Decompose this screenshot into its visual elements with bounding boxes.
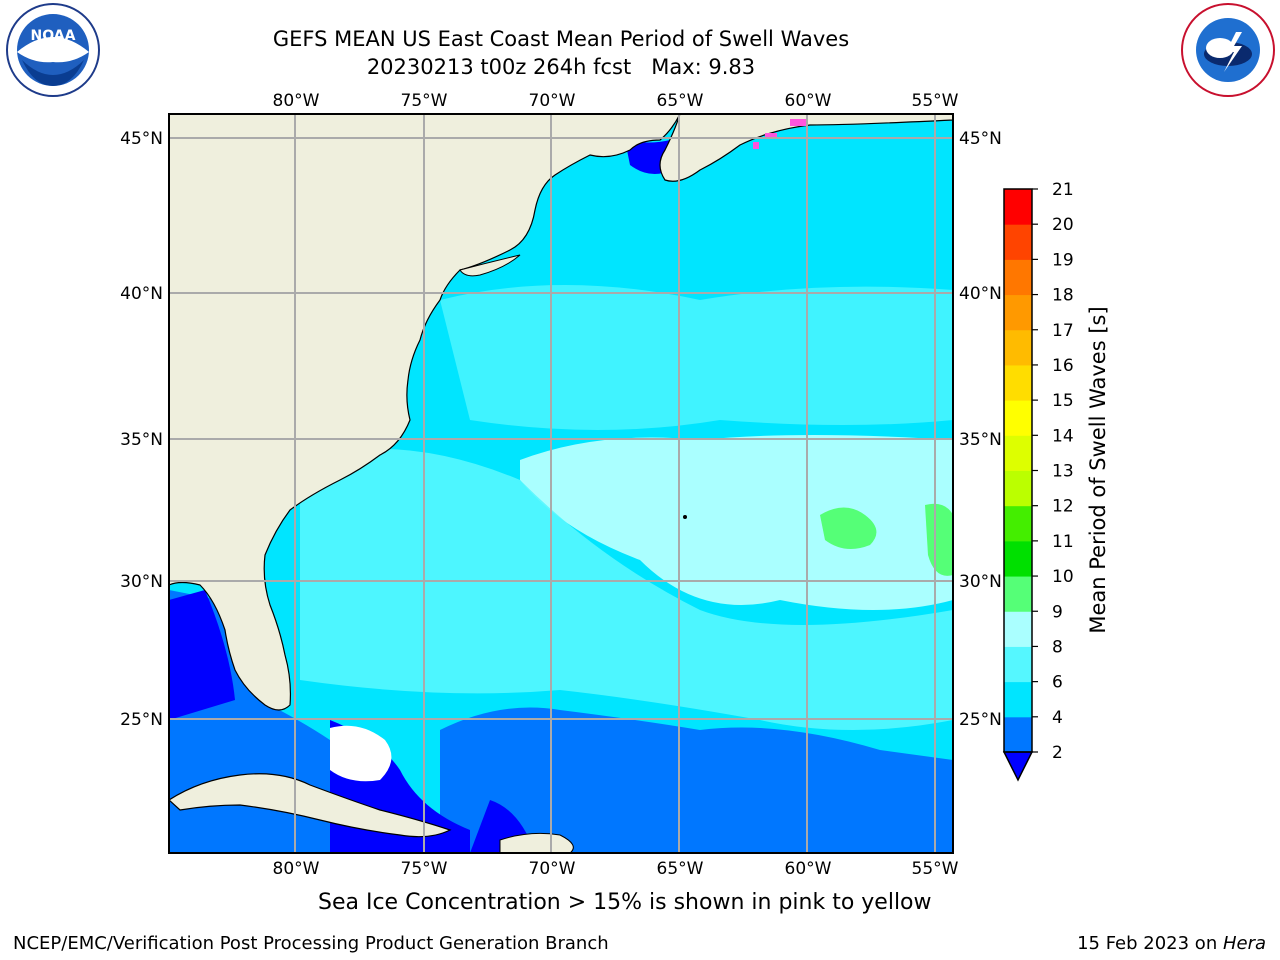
- swell-region-9-10: [820, 507, 877, 549]
- swell-region-4-6-south: [440, 707, 953, 853]
- long-island: [459, 254, 521, 277]
- lat-label: 35°N: [120, 430, 163, 450]
- colorbar-segment: [1004, 646, 1032, 683]
- lon-label: 60°W: [785, 91, 832, 111]
- colorbar-segment: [1004, 505, 1032, 542]
- lat-label: 25°N: [959, 710, 1002, 730]
- lon-label: 55°W: [912, 859, 959, 879]
- map-plot-area: [169, 114, 953, 853]
- lat-label: 30°N: [959, 572, 1002, 592]
- colorbar-tick-label: 10: [1052, 567, 1074, 587]
- colorbar-tick-label: 6: [1052, 673, 1063, 693]
- colorbar-tick-label: 2: [1052, 743, 1063, 763]
- colorbar-segment: [1004, 611, 1032, 647]
- gridlines: [169, 114, 953, 853]
- colorbar-tick-label: 19: [1052, 250, 1074, 270]
- map-title: GEFS MEAN US East Coast Mean Period of S…: [272, 27, 850, 51]
- footer-host: Hera: [1222, 933, 1266, 954]
- lat-label: 25°N: [120, 710, 163, 730]
- lon-label: 80°W: [273, 859, 320, 879]
- colorbar-label: Mean Period of Swell Waves [s]: [1086, 306, 1110, 633]
- footer-credit: NCEP/EMC/Verification Post Processing Pr…: [13, 933, 609, 954]
- colorbar-segment: [1004, 259, 1032, 296]
- map-subtitle: 20230213 t00z 264h fcst Max: 9.83: [366, 55, 756, 79]
- nws-logo: [1178, 2, 1278, 98]
- lat-labels-right: 45°N 40°N 35°N 30°N 25°N: [959, 129, 1002, 730]
- hispaniola: [499, 832, 574, 853]
- sea-ice-mark: [790, 119, 808, 126]
- cuba: [169, 773, 452, 838]
- colorbar-tick-label: 9: [1052, 602, 1063, 622]
- colorbar: 2 4 6 8 9 10 11 12 13 14 15 16 17 18 19 20 21: [1002, 180, 1074, 782]
- colorbar-segment: [1004, 470, 1032, 507]
- lon-label: 65°W: [657, 91, 704, 111]
- map-frame: [168, 113, 954, 854]
- lat-label: 45°N: [959, 129, 1002, 149]
- footer-date-text: 15 Feb 2023 on: [1077, 933, 1223, 954]
- lon-label: 75°W: [401, 91, 448, 111]
- colorbar-tick-label: 18: [1052, 286, 1074, 306]
- lon-label: 75°W: [401, 859, 448, 879]
- colorbar-tick-label: 14: [1052, 426, 1074, 446]
- colorbar-tick-label: 21: [1052, 180, 1074, 200]
- lon-labels-bottom: 80°W 75°W 70°W 65°W 60°W 55°W: [273, 859, 959, 879]
- sea-ice-mark: [753, 142, 759, 149]
- swell-region-8-9: [520, 435, 953, 610]
- lat-label: 40°N: [120, 284, 163, 304]
- lon-label: 80°W: [273, 91, 320, 111]
- colorbar-segment: [1004, 681, 1032, 718]
- bahamas-banks: [330, 725, 392, 782]
- canada-maritimes: [659, 114, 953, 182]
- swell-region-2-4-gulf: [169, 590, 235, 720]
- colorbar-tick-label: 17: [1052, 321, 1074, 341]
- svg-text:NOAA: NOAA: [31, 28, 76, 44]
- lat-labels-left: 45°N 40°N 35°N 30°N 25°N: [120, 129, 163, 730]
- colorbar-segment: [1004, 329, 1032, 366]
- colorbar-segment: [1004, 294, 1032, 331]
- colorbar-tick-label: 13: [1052, 462, 1074, 482]
- colorbar-segment: [1004, 224, 1032, 260]
- us-landmass: [169, 114, 681, 711]
- lon-label: 70°W: [529, 91, 576, 111]
- colorbar-segment: [1004, 576, 1032, 612]
- colorbar-tick-label: 16: [1052, 356, 1074, 376]
- noaa-logo: NOAA: [2, 2, 104, 98]
- colorbar-segment: [1004, 400, 1032, 436]
- colorbar-tick-label: 15: [1052, 391, 1074, 411]
- footer-date: 15 Feb 2023 on Hera: [1077, 933, 1266, 954]
- colorbar-segment: [1004, 716, 1032, 753]
- lon-label: 65°W: [657, 859, 704, 879]
- swell-region-6-8-north: [440, 285, 953, 430]
- colorbar-tick-label: 11: [1052, 532, 1074, 552]
- colorbar-segment: [1004, 540, 1032, 577]
- lon-label: 60°W: [785, 859, 832, 879]
- swell-region-9-10-east: [925, 503, 953, 576]
- lat-label: 30°N: [120, 572, 163, 592]
- sea-ice-mark: [765, 133, 777, 139]
- sea-ice-caption: Sea Ice Concentration > 15% is shown in …: [318, 890, 932, 915]
- lat-label: 40°N: [959, 284, 1002, 304]
- lat-label: 35°N: [959, 430, 1002, 450]
- colorbar-tick-label: 12: [1052, 497, 1074, 517]
- colorbar-tick-label: 8: [1052, 637, 1063, 657]
- colorbar-segment: [1004, 189, 1032, 225]
- colorbar-tick-label: 4: [1052, 708, 1063, 728]
- bermuda: [683, 515, 687, 519]
- colorbar-extension: [1002, 751, 1034, 782]
- lon-label: 55°W: [912, 91, 959, 111]
- lon-labels-top: 80°W 75°W 70°W 65°W 60°W 55°W: [273, 91, 959, 111]
- swell-region-6-8: [300, 448, 953, 730]
- lon-label: 70°W: [529, 859, 576, 879]
- colorbar-segment: [1004, 435, 1032, 471]
- colorbar-tick-label: 20: [1052, 215, 1074, 235]
- lat-label: 45°N: [120, 129, 163, 149]
- colorbar-segment: [1004, 364, 1032, 401]
